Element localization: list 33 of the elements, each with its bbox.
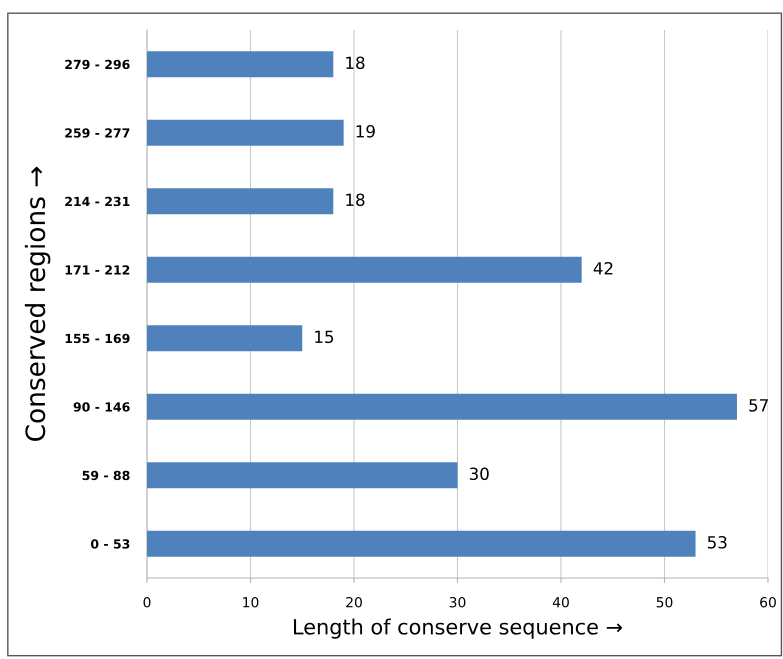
y-tick-label: 90 - 146: [74, 402, 130, 412]
y-tick-label: 259 - 277: [65, 128, 130, 138]
data-label: 18: [346, 56, 364, 70]
x-tick-label: 60: [760, 596, 776, 608]
x-tick-label: 50: [656, 596, 672, 608]
x-tick-label: 40: [552, 596, 569, 608]
data-label: 18: [346, 193, 364, 206]
data-label: 30: [470, 467, 489, 480]
y-tick-label: 0 - 53: [90, 539, 130, 549]
bar: [147, 394, 737, 420]
x-tick-label: 0: [143, 596, 150, 608]
data-label: 42: [594, 262, 612, 274]
bar: [147, 51, 334, 78]
bar: [147, 256, 582, 283]
y-tick-label: 171 - 212: [66, 265, 130, 274]
bar: [147, 120, 344, 146]
y-tick-label: 59 - 88: [82, 470, 130, 480]
y-tick-label: 214 - 231: [65, 196, 130, 206]
bar: [147, 462, 458, 488]
bar: [147, 530, 696, 557]
bar: [147, 325, 302, 352]
x-tick-label: 20: [346, 596, 362, 608]
data-label: 53: [708, 536, 727, 549]
data-label: 19: [356, 124, 375, 138]
bar: [147, 188, 334, 214]
x-tick-label: 30: [450, 596, 466, 608]
x-tick-label: 10: [243, 596, 258, 608]
data-label: 15: [315, 330, 334, 344]
y-tick-label: 279 - 296: [65, 60, 130, 70]
y-tick-label: 155 - 169: [66, 334, 130, 344]
x-axis-title: Length of conserve sequence →: [294, 618, 622, 639]
y-axis-title: Conserved regions →: [24, 166, 50, 441]
data-label: 57: [749, 399, 768, 412]
